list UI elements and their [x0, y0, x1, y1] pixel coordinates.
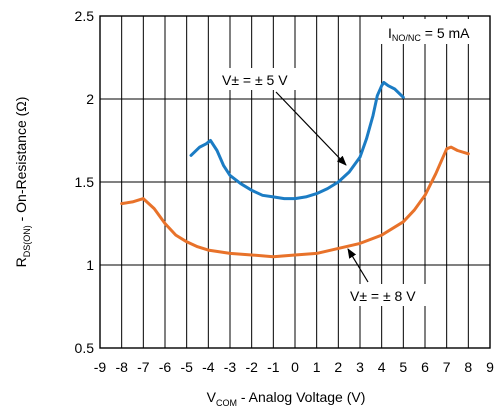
x-tick-label: 1 [313, 359, 321, 375]
x-tick-label: 4 [378, 359, 386, 375]
label-8v-annotation: V± = ± 8 V [346, 248, 437, 306]
x-tick-label: 3 [356, 359, 364, 375]
y-tick-label: 1.5 [75, 174, 95, 190]
label-5v: V± = ± 5 V [222, 72, 288, 88]
x-tick-label: -9 [94, 359, 107, 375]
arrow-8v [347, 248, 369, 283]
x-tick-label: 8 [464, 359, 472, 375]
x-tick-label: -5 [180, 359, 193, 375]
x-tick-label: -6 [159, 359, 172, 375]
label-8v: V± = ± 8 V [350, 288, 416, 304]
y-tick-label: 2.5 [75, 8, 95, 24]
x-tick-label: 5 [399, 359, 407, 375]
x-axis-title: VCOM - Analog Voltage (V) [207, 389, 366, 408]
x-tick-label: 9 [486, 359, 494, 375]
series-line-8v [120, 145, 470, 259]
arrow-5v [275, 91, 347, 166]
y-tick-labels: 0.5 1 1.5 2 2.5 [75, 8, 95, 356]
x-tick-label: -4 [202, 359, 215, 375]
x-tick-labels: -9 -8 -7 -6 -5 -4 -3 -2 -1 0 1 2 3 4 5 6 7 8 9 [94, 359, 494, 375]
x-tick-label: 0 [291, 359, 299, 375]
x-tick-label: -3 [224, 359, 237, 375]
x-tick-label: 6 [421, 359, 429, 375]
x-tick-label: 2 [334, 359, 342, 375]
label-5v-annotation: V± = ± 5 V [213, 68, 347, 166]
plot-frame [99, 15, 491, 349]
series-line-5v [189, 80, 405, 201]
condition-annotation: INO/NC = 5 mA [380, 19, 487, 44]
x-tick-label: -2 [245, 359, 258, 375]
x-tick-label: -7 [137, 359, 150, 375]
series-layer [120, 80, 470, 259]
y-axis-title: RDS(ON) - On-Resistance (Ω) [13, 97, 32, 268]
y-tick-label: 2 [86, 91, 94, 107]
x-tick-label: -1 [267, 359, 280, 375]
y-tick-label: 1 [86, 257, 94, 273]
x-tick-label: -8 [115, 359, 128, 375]
svg-text:INO/NC = 5 mA: INO/NC = 5 mA [388, 25, 470, 43]
x-tick-label: 7 [443, 359, 451, 375]
y-tick-label: 0.5 [75, 340, 95, 356]
